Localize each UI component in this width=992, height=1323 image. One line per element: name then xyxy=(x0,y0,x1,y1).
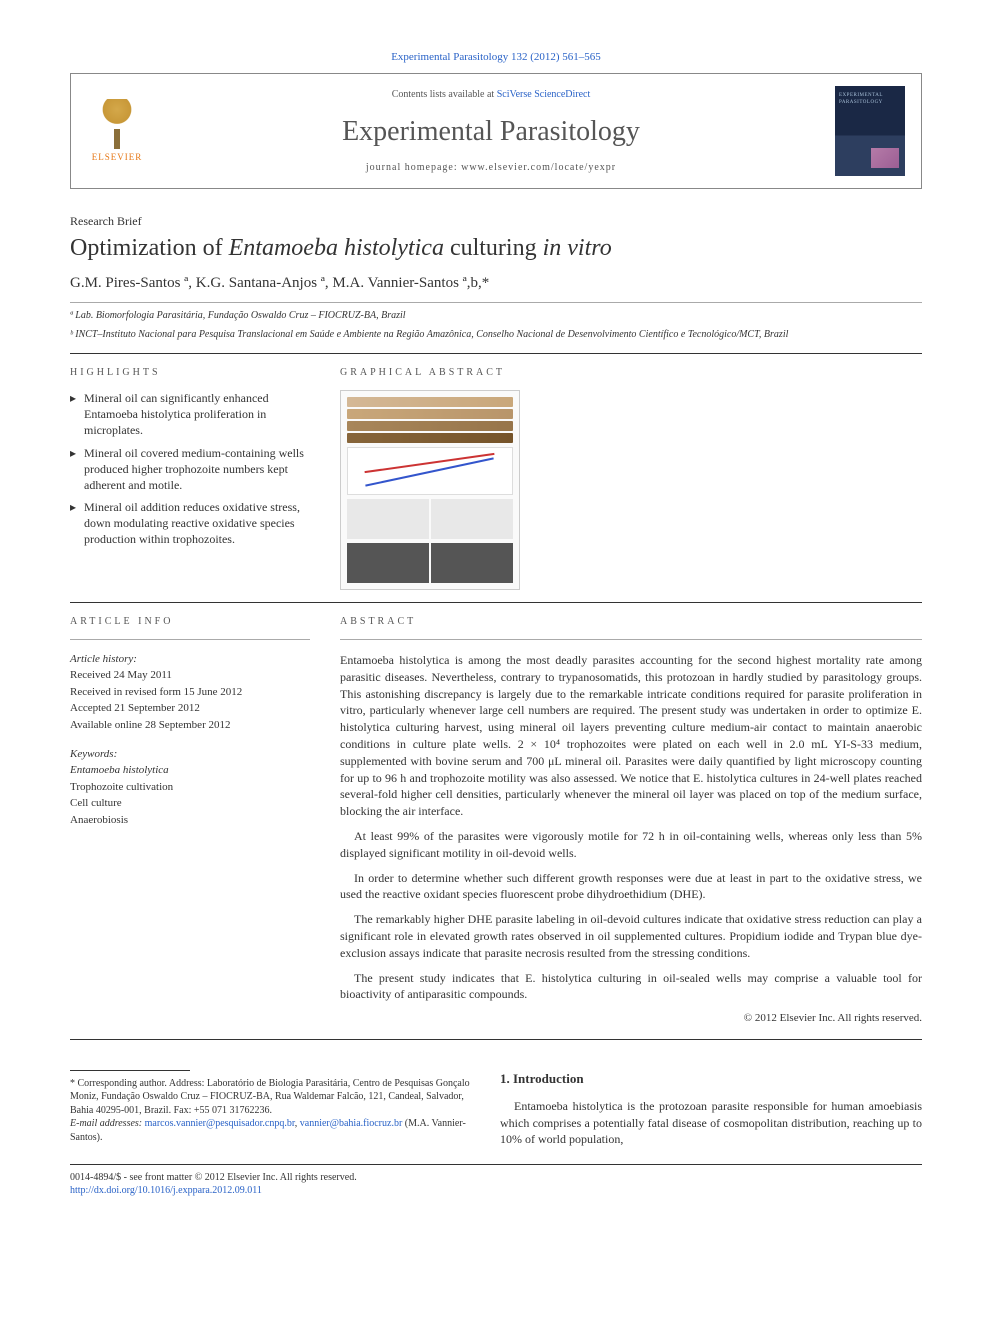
abstract-label: ABSTRACT xyxy=(340,615,922,629)
ga-cell-icon xyxy=(431,543,513,583)
copyright: © 2012 Elsevier Inc. All rights reserved… xyxy=(340,1011,922,1026)
ga-cell-icon xyxy=(347,543,429,583)
keyword: Anaerobiosis xyxy=(70,813,310,828)
abstract-p2: At least 99% of the parasites were vigor… xyxy=(340,828,922,862)
doi-link[interactable]: http://dx.doi.org/10.1016/j.exppara.2012… xyxy=(70,1185,262,1196)
history-label: Article history: xyxy=(70,652,310,667)
sciencedirect-link[interactable]: SciVerse ScienceDirect xyxy=(497,89,591,100)
email-link-2[interactable]: vannier@bahia.fiocruz.br xyxy=(300,1118,403,1129)
issn-line: 0014-4894/$ - see front matter © 2012 El… xyxy=(70,1171,922,1184)
abstract-p4: The remarkably higher DHE parasite label… xyxy=(340,911,922,961)
keywords-block: Keywords: Entamoeba histolytica Trophozo… xyxy=(70,747,310,828)
ga-band-icon xyxy=(347,397,513,407)
authors: G.M. Pires-Santos ª, K.G. Santana-Anjos … xyxy=(70,273,922,294)
title-pre: Optimization of xyxy=(70,235,229,261)
contents-line: Contents lists available at SciVerse Sci… xyxy=(163,88,819,102)
highlights-label: HIGHLIGHTS xyxy=(70,366,310,380)
article-type: Research Brief xyxy=(70,213,922,230)
contents-prefix: Contents lists available at xyxy=(392,89,497,100)
journal-name: Experimental Parasitology xyxy=(163,112,819,151)
footnotes: * Corresponding author. Address: Laborat… xyxy=(70,1077,470,1145)
graphical-abstract-label: GRAPHICAL ABSTRACT xyxy=(340,366,922,380)
homepage-line: journal homepage: www.elsevier.com/locat… xyxy=(163,161,819,175)
abstract-p1: Entamoeba histolytica is among the most … xyxy=(340,652,922,820)
highlight-item: Mineral oil can significantly enhanced E… xyxy=(70,390,310,439)
affiliation-a: ª Lab. Biomorfologia Parasitária, Fundaç… xyxy=(70,309,922,322)
header-citation: Experimental Parasitology 132 (2012) 561… xyxy=(70,50,922,65)
homepage-url[interactable]: www.elsevier.com/locate/yexpr xyxy=(461,162,616,173)
title-species: Entamoeba histolytica xyxy=(229,235,444,261)
cover-thumbnail: EXPERIMENTAL PARASITOLOGY xyxy=(835,86,905,176)
keyword: Entamoeba histolytica xyxy=(70,763,310,778)
abstract-p5: The present study indicates that E. hist… xyxy=(340,970,922,1004)
intro-text: Entamoeba histolytica is the protozoan p… xyxy=(500,1098,922,1148)
ga-band-icon xyxy=(347,421,513,431)
accepted-date: Accepted 21 September 2012 xyxy=(70,701,310,716)
ga-cell-icon xyxy=(347,499,429,539)
email-line: E-mail addresses: marcos.vannier@pesquis… xyxy=(70,1117,470,1144)
keyword: Cell culture xyxy=(70,796,310,811)
highlight-item: Mineral oil covered medium-containing we… xyxy=(70,445,310,494)
received-date: Received 24 May 2011 xyxy=(70,668,310,683)
ga-cell-icon xyxy=(431,499,513,539)
ga-band-icon xyxy=(347,409,513,419)
abstract-text: Entamoeba histolytica is among the most … xyxy=(340,652,922,1027)
journal-header: ELSEVIER Contents lists available at Sci… xyxy=(70,73,922,189)
homepage-prefix: journal homepage: xyxy=(366,162,461,173)
bottom-info: 0014-4894/$ - see front matter © 2012 El… xyxy=(70,1171,922,1197)
online-date: Available online 28 September 2012 xyxy=(70,718,310,733)
corresponding-author: * Corresponding author. Address: Laborat… xyxy=(70,1077,470,1118)
intro-heading: 1. Introduction xyxy=(500,1070,922,1088)
ga-band-icon xyxy=(347,433,513,443)
highlight-item: Mineral oil addition reduces oxidative s… xyxy=(70,499,310,548)
title-invitro: in vitro xyxy=(543,235,612,261)
affiliation-b: ᵇ INCT–Instituto Nacional para Pesquisa … xyxy=(70,328,922,341)
article-history: Article history: Received 24 May 2011 Re… xyxy=(70,652,310,733)
cover-title: EXPERIMENTAL PARASITOLOGY xyxy=(839,92,901,106)
elsevier-logo: ELSEVIER xyxy=(87,96,147,166)
keyword: Trophozoite cultivation xyxy=(70,780,310,795)
ga-chart-icon xyxy=(347,447,513,495)
article-title: Optimization of Entamoeba histolytica cu… xyxy=(70,234,922,263)
email-link-1[interactable]: marcos.vannier@pesquisador.cnpq.br xyxy=(145,1118,295,1129)
highlights-list: Mineral oil can significantly enhanced E… xyxy=(70,390,310,548)
email-label: E-mail addresses: xyxy=(70,1118,145,1129)
article-info-label: ARTICLE INFO xyxy=(70,615,310,629)
elsevier-text: ELSEVIER xyxy=(92,151,143,164)
graphical-abstract-figure xyxy=(340,390,520,590)
elsevier-tree-icon xyxy=(92,99,142,149)
revised-date: Received in revised form 15 June 2012 xyxy=(70,685,310,700)
abstract-p3: In order to determine whether such diffe… xyxy=(340,870,922,904)
keywords-label: Keywords: xyxy=(70,747,310,762)
title-post: culturing xyxy=(444,235,543,261)
